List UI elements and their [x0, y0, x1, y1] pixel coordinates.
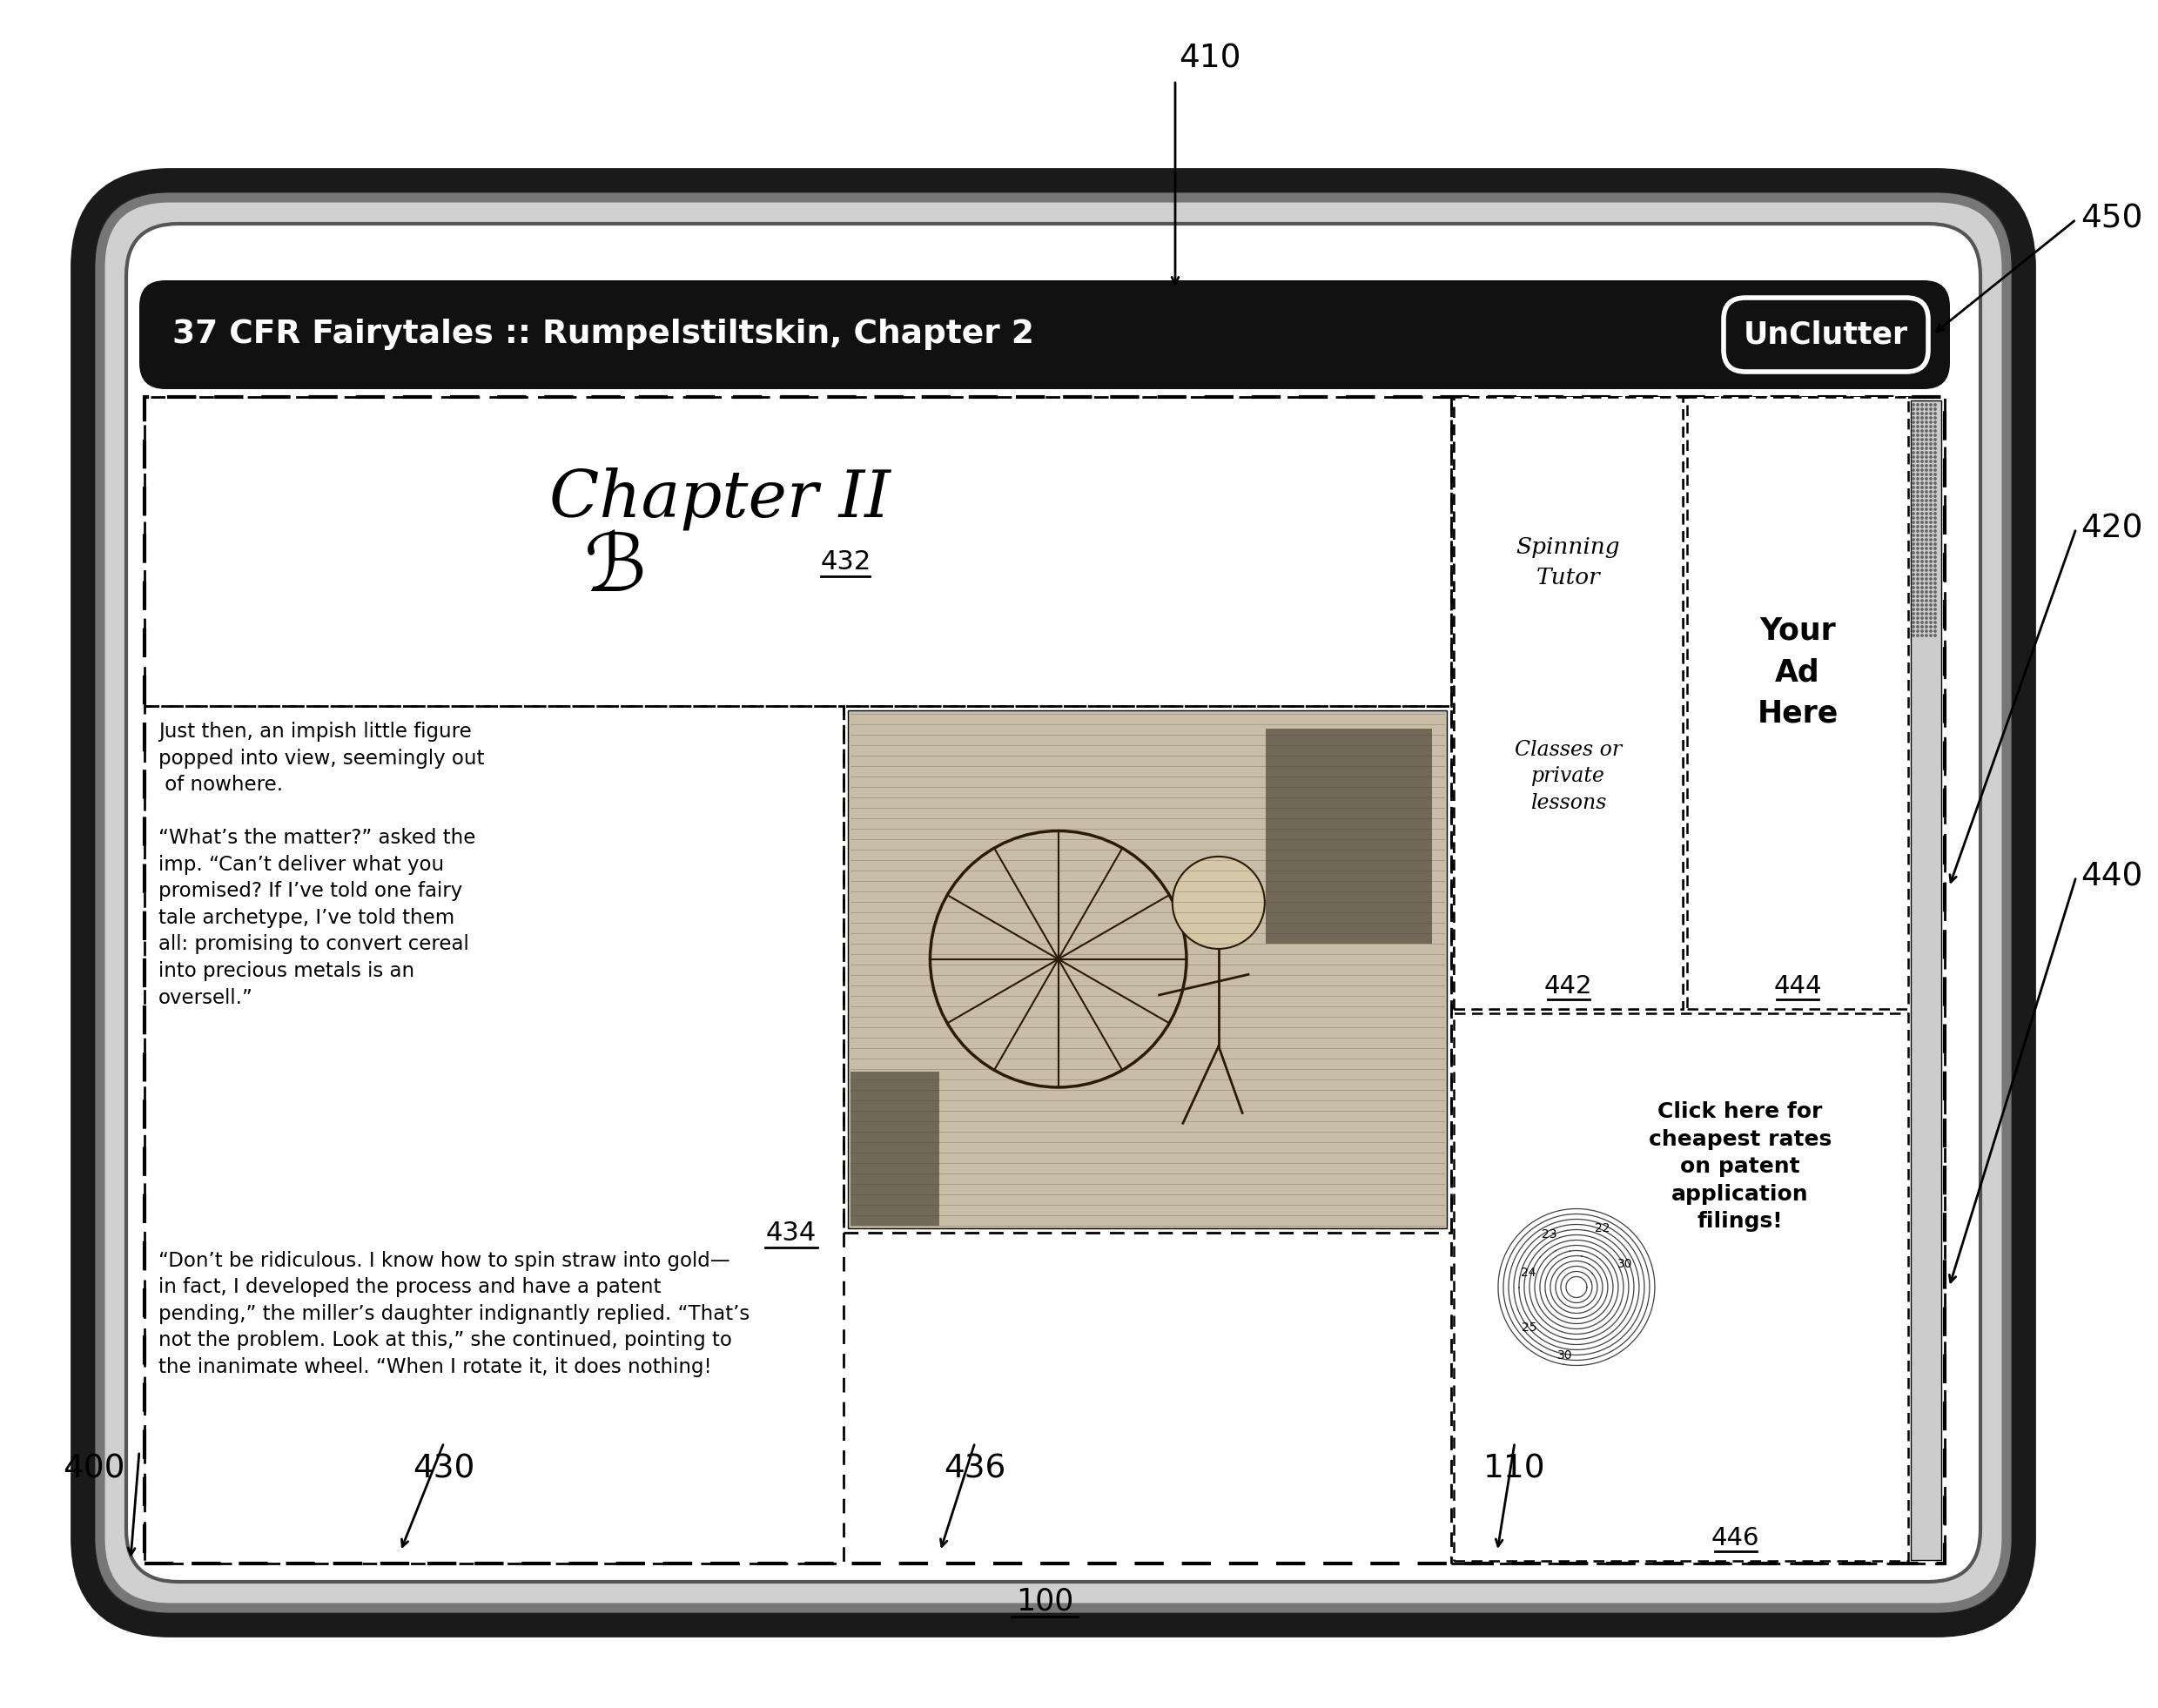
Bar: [145, 705, 844, 1563]
FancyBboxPatch shape: [1724, 297, 1929, 372]
Bar: [1267, 728, 1433, 945]
Text: 37 CFR Fairytales :: Rumpelstiltskin, Chapter 2: 37 CFR Fairytales :: Rumpelstiltskin, Ch…: [173, 319, 1034, 350]
Text: 420: 420: [2080, 512, 2143, 545]
Text: 444: 444: [1774, 974, 1821, 999]
Text: 450: 450: [2080, 203, 2143, 236]
Bar: [1454, 396, 1683, 1009]
Bar: [1454, 396, 1683, 1009]
Text: 30: 30: [1558, 1349, 1573, 1361]
Text: 430: 430: [412, 1454, 475, 1484]
Text: 22: 22: [1595, 1223, 1610, 1235]
Text: Classes or
private
lessons: Classes or private lessons: [1515, 740, 1623, 813]
FancyBboxPatch shape: [82, 181, 2024, 1626]
Bar: [848, 711, 1446, 1228]
Bar: [1454, 1013, 1908, 1561]
Text: 23: 23: [1541, 1228, 1556, 1240]
Text: 436: 436: [943, 1454, 1006, 1484]
Bar: [844, 705, 1450, 1233]
Bar: [1910, 400, 1942, 1559]
Text: Click here for
cheapest rates
on patent
application
filings!: Click here for cheapest rates on patent …: [1649, 1102, 1832, 1231]
Text: 25: 25: [1521, 1322, 1536, 1334]
FancyBboxPatch shape: [140, 280, 1951, 389]
Text: UnClutter: UnClutter: [1744, 319, 1908, 350]
Text: Your
Ad
Here: Your Ad Here: [1757, 617, 1839, 729]
FancyBboxPatch shape: [125, 224, 1981, 1582]
Text: 432: 432: [820, 550, 872, 576]
Text: Just then, an impish little figure
popped into view, seemingly out
 of nowhere.
: Just then, an impish little figure poppe…: [158, 722, 483, 1008]
Bar: [1688, 396, 1908, 1009]
Bar: [1450, 396, 1944, 1563]
Text: 110: 110: [1483, 1454, 1545, 1484]
Text: 440: 440: [2080, 861, 2143, 892]
Text: ℬ: ℬ: [583, 529, 645, 608]
Text: 446: 446: [1711, 1525, 1759, 1551]
Bar: [1454, 1013, 1908, 1561]
Text: 30: 30: [1618, 1257, 1634, 1269]
Text: Spinning
Tutor: Spinning Tutor: [1517, 536, 1621, 588]
Bar: [145, 396, 1944, 1563]
Bar: [1688, 396, 1908, 1009]
Circle shape: [1172, 856, 1265, 950]
Bar: [1454, 396, 1683, 1009]
FancyBboxPatch shape: [99, 198, 2007, 1607]
Text: 434: 434: [766, 1221, 816, 1245]
Text: 24: 24: [1521, 1267, 1536, 1279]
Text: “Don’t be ridiculous. I know how to spin straw into gold—
in fact, I developed t: “Don’t be ridiculous. I know how to spin…: [158, 1250, 749, 1377]
Bar: [145, 396, 1450, 705]
Text: 410: 410: [1178, 43, 1241, 73]
Text: Chapter II: Chapter II: [548, 468, 889, 531]
Text: 442: 442: [1545, 974, 1593, 999]
Text: 100: 100: [1016, 1587, 1073, 1616]
Bar: [850, 1073, 939, 1226]
Text: 400: 400: [63, 1454, 125, 1484]
